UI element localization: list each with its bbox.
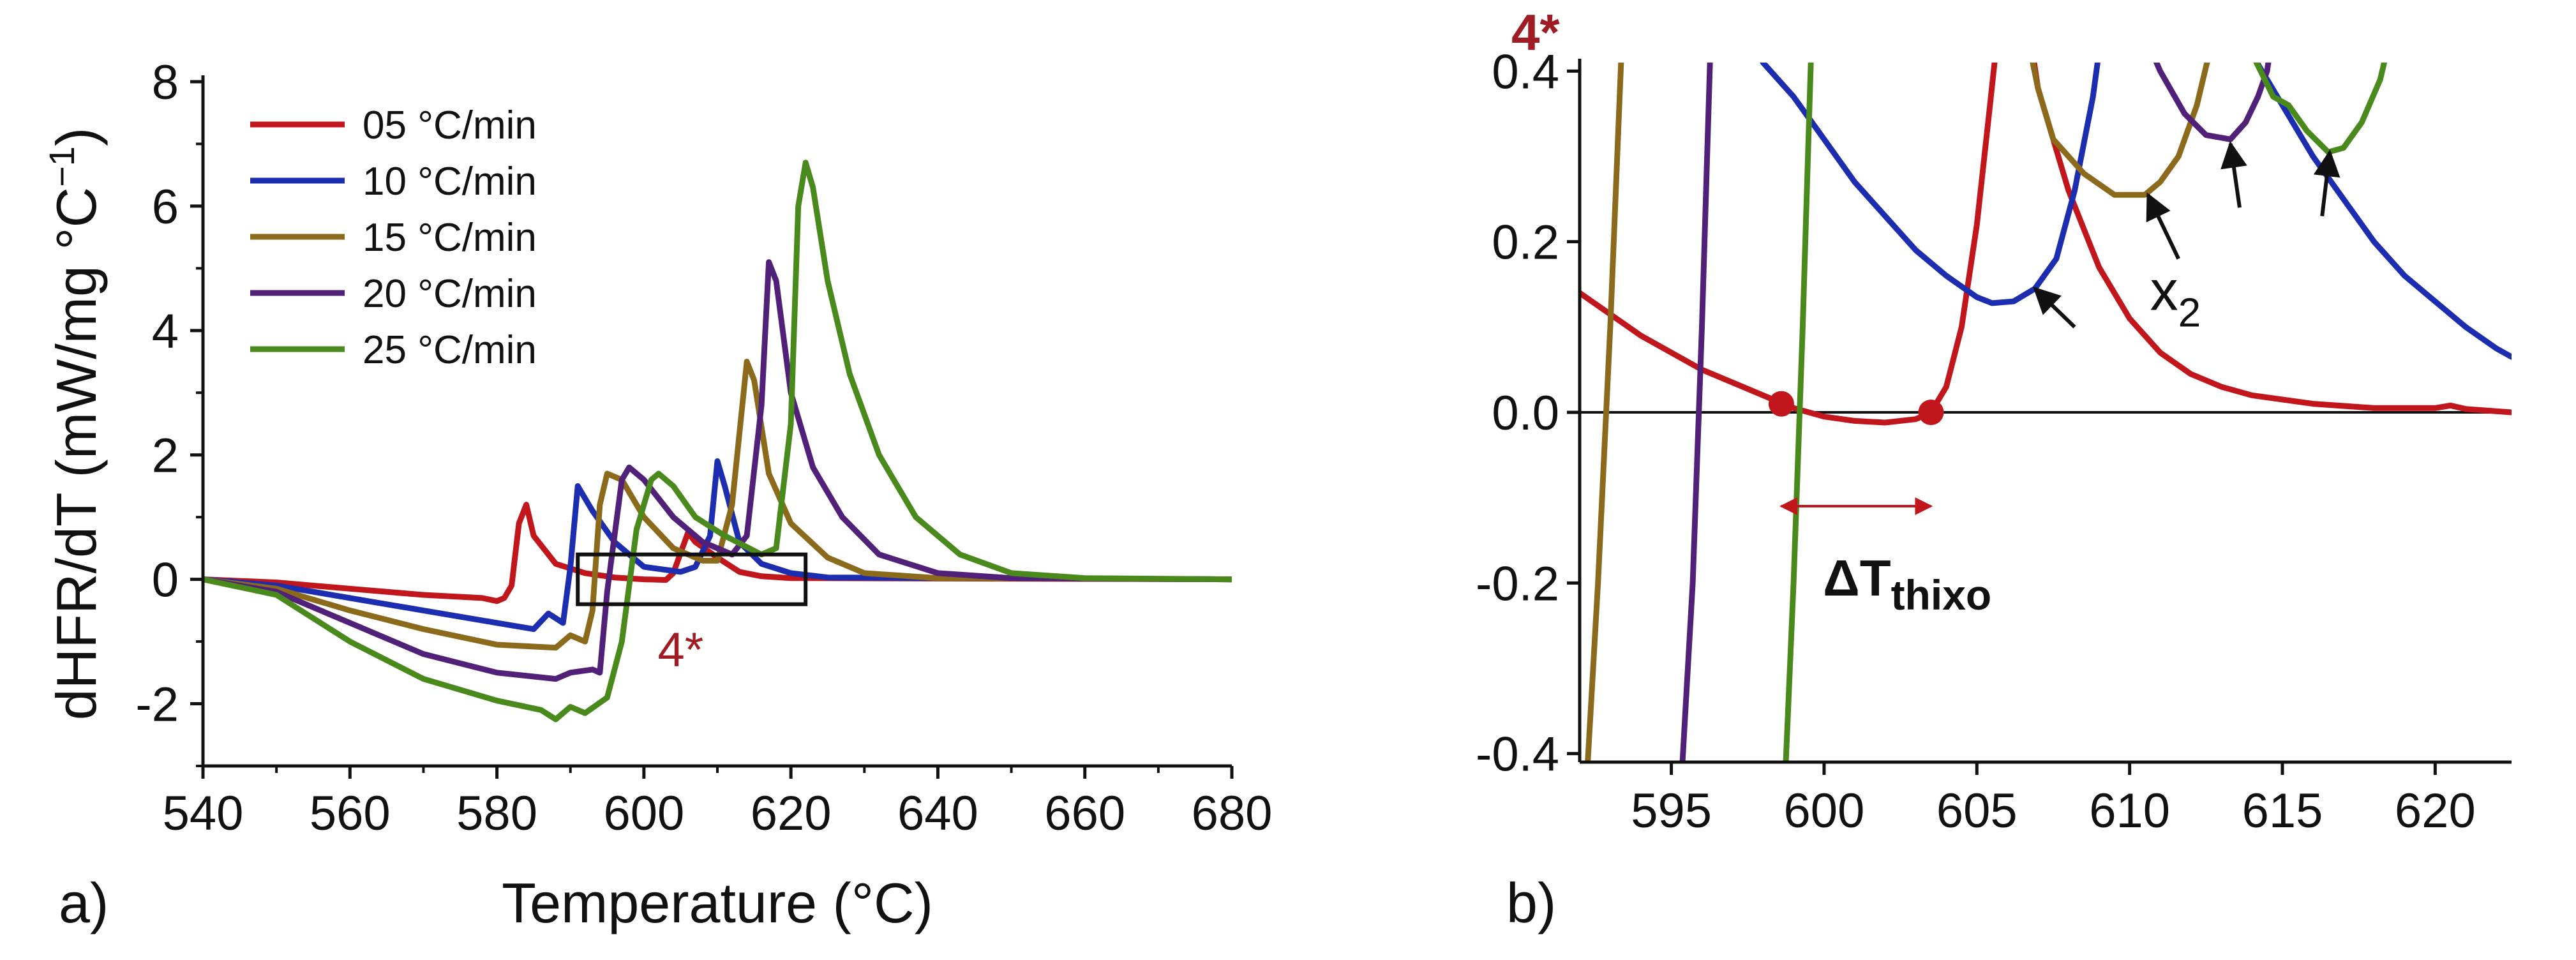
minimum-arrow — [2146, 192, 2180, 260]
y-axis-title-close: ) — [45, 128, 108, 146]
y-tick-label: 6 — [152, 180, 179, 234]
x-tick-label: 620 — [751, 786, 832, 841]
series-line-20-c-min — [1679, 63, 2272, 762]
x-tick-label: 610 — [2089, 784, 2170, 838]
x-tick-label: 600 — [1784, 784, 1865, 838]
y-tick-label: 0.2 — [1492, 216, 1559, 270]
corner-label-4star: 4* — [1511, 4, 1560, 61]
panel-a: 540 560 580 600 620 640 660 680 -2 0 2 4 6 8 05 °C/mi… — [41, 56, 1272, 934]
legend-label-25-c-min: 25 °C/min — [363, 328, 537, 372]
series-line-25-c-min — [1783, 63, 2388, 762]
legend-label-10-c-min: 10 °C/min — [363, 160, 537, 204]
x-tick-label: 640 — [897, 786, 978, 841]
x-tick-label: 560 — [310, 786, 391, 841]
zoom-box — [576, 552, 808, 606]
y-axis-title-superscript: −1 — [41, 146, 82, 187]
y-tick-label: 0 — [152, 553, 179, 608]
legend-label-20-c-min: 20 °C/min — [363, 272, 537, 316]
x-tick-label: 600 — [603, 786, 684, 841]
panel-b-annotations — [1768, 140, 2340, 516]
delta-t-subscript: thixo — [1891, 571, 1992, 619]
y-tick-label: -0.2 — [1476, 557, 1559, 611]
x-tick-label: 620 — [2395, 784, 2476, 838]
panel-a-series-group — [203, 160, 1232, 723]
y-tick-label: 2 — [152, 429, 179, 483]
delta-t-thixo-label: ΔTthixo — [1823, 550, 1991, 619]
x-tick-label: 680 — [1192, 786, 1273, 841]
panel-a-axes: 540 560 580 600 620 640 660 680 -2 0 2 4 6 8 — [135, 56, 1272, 841]
series-line-05-c-min — [1580, 63, 2512, 426]
y-tick-label: 0.0 — [1492, 386, 1559, 440]
minimum-arrow — [2313, 149, 2340, 216]
panel-b-axes: 595 600 605 610 615 620 -0.4 -0.2 0.0 0.2 0.4 — [1476, 45, 2512, 838]
x-tick-label: 580 — [456, 786, 537, 841]
minimum-arrow — [2220, 140, 2247, 208]
panel-label-a: a) — [59, 871, 109, 934]
panel-b: 595 600 605 610 615 620 -0.4 -0.2 0.0 0.2 0.4 ΔTth… — [1476, 4, 2512, 934]
legend-label-15-c-min: 15 °C/min — [363, 216, 537, 260]
annotation-4star: 4* — [658, 623, 704, 677]
panel-b-series-group — [1580, 63, 2512, 762]
x-tick-label: 605 — [1936, 784, 2018, 838]
legend-label-05-c-min: 05 °C/min — [363, 103, 537, 147]
panel-label-b: b) — [1506, 871, 1556, 934]
series-line-20-c-min — [203, 259, 1232, 682]
series-line-25-c-min — [203, 160, 1232, 723]
x-tick-label: 615 — [2242, 784, 2323, 838]
series-line-15-c-min — [203, 359, 1232, 651]
x2-subscript: 2 — [2178, 290, 2201, 336]
series-line-10-c-min — [1760, 63, 2512, 360]
y-tick-label: 8 — [152, 56, 179, 110]
y-tick-label: -2 — [135, 678, 179, 732]
x-tick-label: 540 — [163, 786, 244, 841]
y-tick-label: -0.4 — [1476, 728, 1559, 782]
x-tick-label: 595 — [1631, 784, 1712, 838]
delta-t-main: ΔT — [1823, 550, 1891, 606]
x2-label: x2 — [2150, 259, 2201, 336]
y-axis-title: dHFR/dT (mW/mg °C−1) — [41, 128, 108, 721]
minimum-arrow — [2033, 287, 2076, 329]
legend: 05 °C/min 10 °C/min 15 °C/min 20 °C/min 25 °… — [250, 103, 537, 372]
x-tick-label: 660 — [1044, 786, 1125, 841]
x-axis-title: Temperature (°C) — [502, 871, 933, 934]
y-tick-label: 0.4 — [1492, 45, 1559, 99]
x2-main: x — [2150, 259, 2178, 322]
y-axis-title-main: dHFR/dT (mW/mg °C — [45, 187, 108, 720]
onset-point — [1768, 391, 1794, 417]
onset-point — [1918, 400, 1944, 425]
y-tick-label: 4 — [152, 304, 179, 359]
